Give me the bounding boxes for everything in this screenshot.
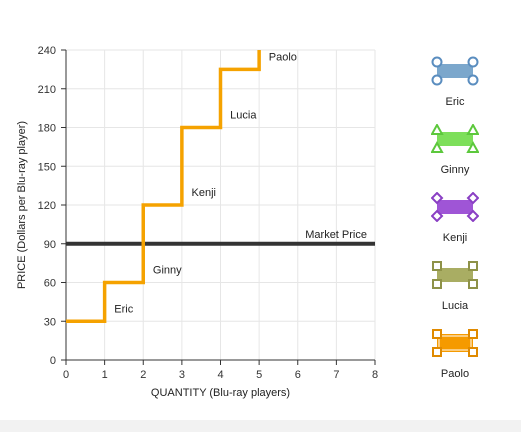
x-tick-label: 1 bbox=[102, 369, 108, 381]
legend: Eric Ginny Kenji Lucia Paolo bbox=[412, 54, 498, 394]
marker-corner bbox=[466, 209, 479, 222]
marker-corner bbox=[431, 140, 444, 153]
y-tick-label: 120 bbox=[38, 200, 56, 212]
legend-item-lucia[interactable]: Lucia bbox=[412, 258, 498, 326]
legend-label-lucia: Lucia bbox=[441, 300, 469, 312]
legend-label-eric: Eric bbox=[445, 96, 465, 108]
x-tick-label: 5 bbox=[256, 369, 262, 381]
marker-corner bbox=[431, 209, 444, 222]
y-tick-label: 0 bbox=[50, 355, 56, 367]
marker-corner bbox=[468, 261, 478, 271]
ginny-marker-icon bbox=[431, 124, 479, 153]
marker-corner bbox=[431, 56, 443, 68]
x-axis-title: QUANTITY (Blu-ray players) bbox=[151, 387, 290, 399]
market-price-label: Market Price bbox=[305, 229, 367, 241]
marker-corner bbox=[466, 140, 479, 153]
lucia-marker-icon bbox=[432, 261, 478, 289]
y-tick-label: 240 bbox=[38, 45, 56, 57]
legend-item-eric[interactable]: Eric bbox=[412, 54, 498, 122]
annotation-paolo: Paolo bbox=[269, 51, 297, 63]
annotation-eric: Eric bbox=[114, 303, 133, 315]
y-tick-label: 60 bbox=[44, 278, 56, 290]
y-tick-label: 90 bbox=[44, 239, 56, 251]
y-tick-label: 150 bbox=[38, 161, 56, 173]
annotation-ginny: Ginny bbox=[153, 265, 182, 277]
x-tick-label: 2 bbox=[140, 369, 146, 381]
legend-item-paolo[interactable]: Paolo bbox=[412, 326, 498, 394]
legend-label-ginny: Ginny bbox=[440, 164, 470, 176]
marker-corner bbox=[468, 347, 478, 357]
marker-corner bbox=[466, 192, 479, 205]
marker-corner bbox=[468, 329, 478, 339]
x-tick-label: 0 bbox=[63, 369, 69, 381]
marker-corner bbox=[432, 329, 442, 339]
legend-label-paolo: Paolo bbox=[440, 368, 470, 380]
marker-corner bbox=[432, 261, 442, 271]
marker-corner bbox=[467, 74, 479, 86]
marker-bar bbox=[437, 200, 473, 214]
marker-bar bbox=[437, 64, 473, 78]
supply-chart: 0 30 60 90 120 150 180 210 240 0 1 2 3 4 5 6 7 8 QUANTITY … bbox=[16, 45, 378, 399]
annotation-kenji: Kenji bbox=[192, 187, 216, 199]
marker-bar bbox=[437, 268, 473, 282]
kenji-marker-icon bbox=[431, 192, 479, 222]
y-tick-label: 180 bbox=[38, 123, 56, 135]
supply-step-line bbox=[66, 50, 261, 323]
legend-item-ginny[interactable]: Ginny bbox=[412, 122, 498, 190]
marker-bar bbox=[437, 334, 473, 352]
legend-label-kenji: Kenji bbox=[442, 232, 468, 244]
bottom-strip bbox=[0, 420, 521, 432]
marker-corner bbox=[432, 279, 442, 289]
annotation-lucia: Lucia bbox=[230, 110, 257, 122]
eric-marker-icon bbox=[431, 56, 479, 86]
x-tick-label: 6 bbox=[295, 369, 301, 381]
marker-corner bbox=[467, 56, 479, 68]
legend-item-kenji[interactable]: Kenji bbox=[412, 190, 498, 258]
marker-bar bbox=[437, 132, 473, 146]
marker-corner bbox=[466, 124, 479, 135]
paolo-marker-icon bbox=[432, 329, 478, 357]
marker-corner bbox=[431, 74, 443, 86]
marker-corner bbox=[432, 347, 442, 357]
x-tick-label: 8 bbox=[372, 369, 378, 381]
y-axis-title: PRICE (Dollars per Blu-ray player) bbox=[16, 121, 28, 289]
x-tick-label: 4 bbox=[217, 369, 223, 381]
marker-corner bbox=[431, 124, 444, 135]
marker-corner bbox=[468, 279, 478, 289]
y-tick-label: 30 bbox=[44, 316, 56, 328]
marker-corner bbox=[431, 192, 444, 205]
y-tick-label: 210 bbox=[38, 84, 56, 96]
marker-outline bbox=[438, 335, 472, 351]
x-tick-label: 7 bbox=[333, 369, 339, 381]
x-tick-label: 3 bbox=[179, 369, 185, 381]
